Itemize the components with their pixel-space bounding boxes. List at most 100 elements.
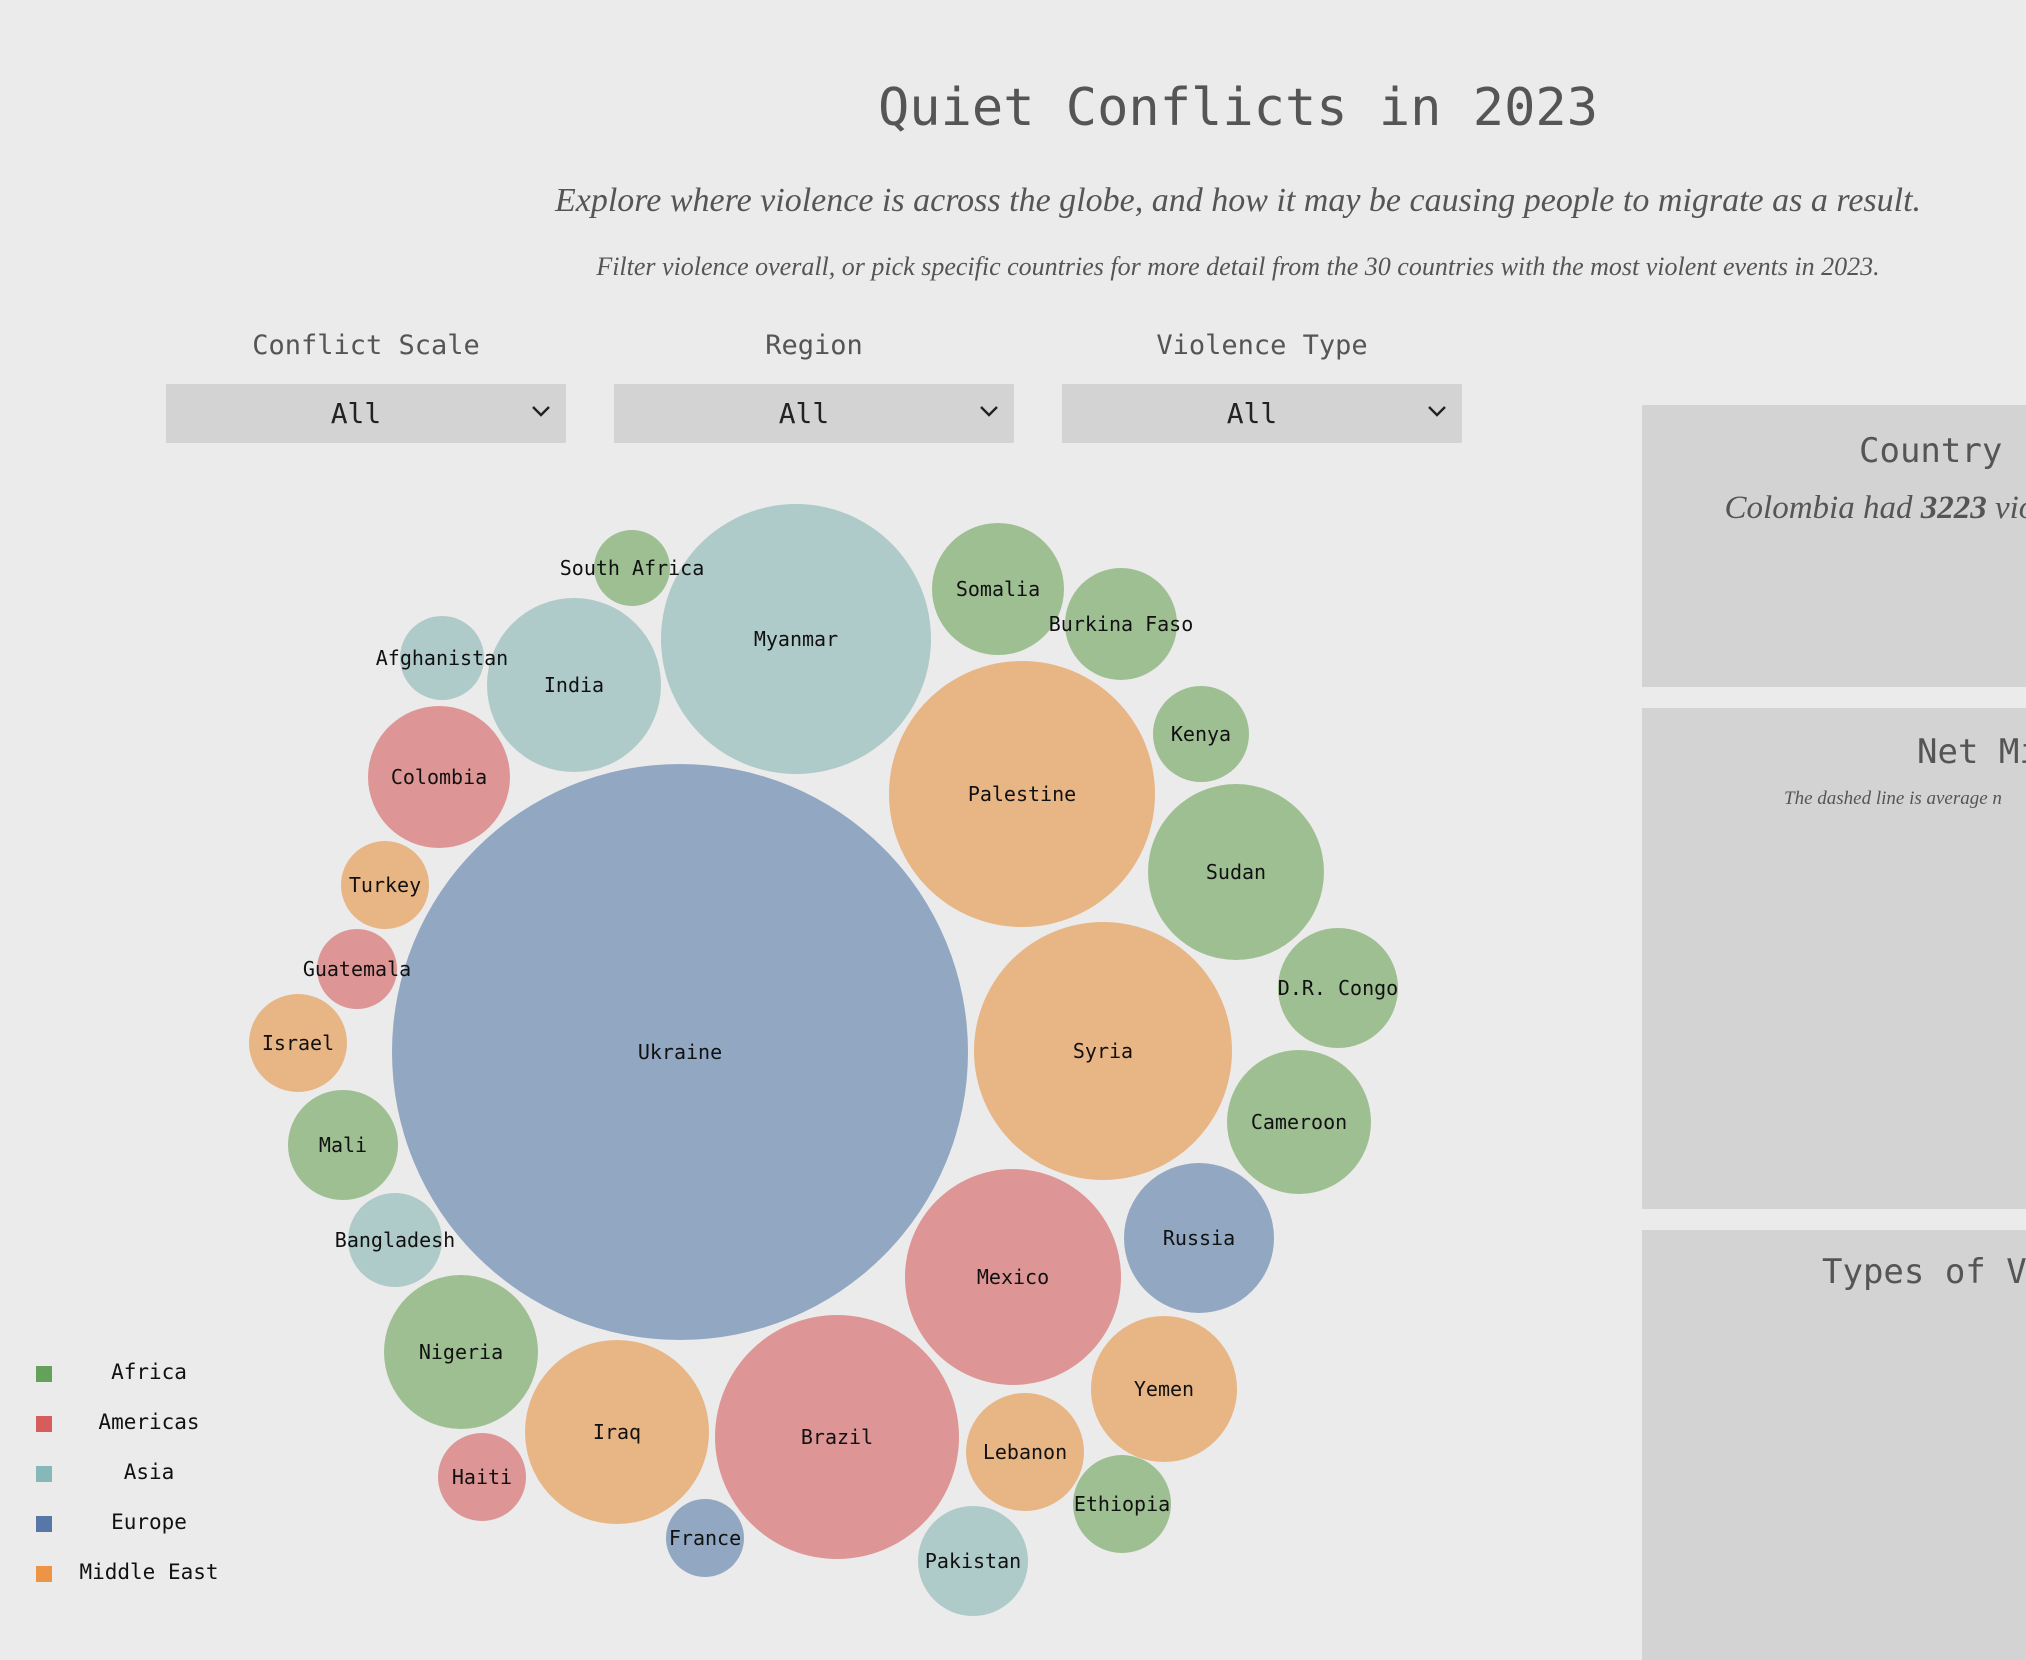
bubble-label-colombia: Colombia: [391, 765, 487, 789]
legend-label: Middle East: [79, 1560, 219, 1584]
bubble-ethiopia[interactable]: [1073, 1455, 1171, 1553]
bubble-cameroon[interactable]: [1227, 1050, 1371, 1194]
legend-swatch: [36, 1366, 52, 1382]
bubble-label-syria: Syria: [1073, 1039, 1133, 1063]
violence-type-select[interactable]: All: [1062, 384, 1462, 443]
violence-types-title: Types of Vi: [1822, 1252, 2026, 1292]
bubble-turkey[interactable]: [341, 841, 429, 929]
bubble-yemen[interactable]: [1091, 1316, 1237, 1462]
bubble-afghanistan[interactable]: [400, 616, 484, 700]
bubble-label-somalia: Somalia: [956, 577, 1040, 601]
conflict-scale-value: All: [330, 397, 382, 430]
country-info-text: Colombia had 3223 vio selec: [1724, 490, 2026, 526]
bubble-label-mali: Mali: [319, 1133, 367, 1157]
bubble-kenya[interactable]: [1153, 686, 1249, 782]
page-title: Quiet Conflicts in 2023: [877, 78, 1599, 138]
region-label: Region: [765, 330, 863, 361]
bubble-label-burkina-faso: Burkina Faso: [1049, 612, 1194, 636]
bubble-france[interactable]: [666, 1499, 744, 1577]
bubble-label-bangladesh: Bangladesh: [335, 1228, 455, 1252]
chevron-down-icon: [1428, 406, 1446, 417]
bubble-label-iraq: Iraq: [593, 1420, 641, 1444]
bubble-mali[interactable]: [288, 1090, 398, 1200]
legend-item[interactable]: Asia: [34, 1458, 254, 1508]
bubble-pakistan[interactable]: [918, 1506, 1028, 1616]
region-value: All: [778, 397, 830, 430]
bubble-ukraine[interactable]: [392, 764, 968, 1340]
bubble-south-africa[interactable]: [594, 530, 670, 606]
conflict-scale-label: Conflict Scale: [252, 330, 480, 361]
bubble-label-d-r-congo: D.R. Congo: [1278, 976, 1398, 1000]
bubble-india[interactable]: [487, 598, 661, 772]
bubble-label-lebanon: Lebanon: [983, 1440, 1067, 1464]
legend-label: Americas: [98, 1410, 200, 1434]
net-migration-note: The dashed line is average n: [1784, 788, 2002, 809]
legend-label: Africa: [111, 1360, 187, 1384]
bubble-nigeria[interactable]: [384, 1275, 538, 1429]
bubble-label-nigeria: Nigeria: [419, 1340, 503, 1364]
bubble-label-pakistan: Pakistan: [925, 1549, 1021, 1573]
legend-item[interactable]: Africa: [34, 1358, 254, 1408]
violence-type-label: Violence Type: [1156, 330, 1368, 361]
bubble-label-haiti: Haiti: [452, 1465, 512, 1489]
bubble-iraq[interactable]: [525, 1340, 709, 1524]
bubble-chart: Ukraine Myanmar Palestine Syria Brazil Mexico…: [249, 504, 1398, 1616]
bubble-label-france: France: [669, 1526, 741, 1550]
bubble-burkina-faso[interactable]: [1065, 568, 1177, 680]
bubble-label-south-africa: South Africa: [560, 556, 705, 580]
bubble-label-afghanistan: Afghanistan: [376, 646, 508, 670]
region-legend: Africa Americas Asia Europe Middle East: [34, 1358, 254, 1608]
bubble-sudan[interactable]: [1148, 784, 1324, 960]
country-info-title: Country I: [1859, 431, 2026, 471]
page-description: Filter violence overall, or pick specifi…: [596, 252, 1880, 281]
region-select[interactable]: All: [614, 384, 1014, 443]
bubble-label-brazil: Brazil: [801, 1425, 873, 1449]
legend-item[interactable]: Middle East: [34, 1558, 254, 1608]
bubble-bangladesh[interactable]: [348, 1193, 442, 1287]
bubble-label-palestine: Palestine: [968, 782, 1076, 806]
conflict-scale-filter: Conflict Scale All: [166, 330, 566, 443]
bubble-russia[interactable]: [1124, 1163, 1274, 1313]
bubble-brazil[interactable]: [715, 1315, 959, 1559]
violence-types-panel: Types of Vi: [1642, 1230, 2026, 1660]
net-migration-panel: Net Mi The dashed line is average n: [1642, 708, 2026, 1209]
legend-swatch: [36, 1466, 52, 1482]
bubble-label-guatemala: Guatemala: [303, 957, 411, 981]
bubble-mexico[interactable]: [905, 1169, 1121, 1385]
bubble-colombia[interactable]: [368, 706, 510, 848]
bubble-guatemala[interactable]: [317, 929, 397, 1009]
page-subtitle: Explore where violence is across the glo…: [554, 182, 1922, 219]
bubble-label-yemen: Yemen: [1134, 1377, 1194, 1401]
bubble-label-israel: Israel: [262, 1031, 334, 1055]
bubble-label-kenya: Kenya: [1171, 722, 1231, 746]
bubble-label-russia: Russia: [1163, 1226, 1235, 1250]
bubble-palestine[interactable]: [889, 661, 1155, 927]
legend-swatch: [36, 1416, 52, 1432]
bubble-syria[interactable]: [974, 922, 1232, 1180]
bubble-label-cameroon: Cameroon: [1251, 1110, 1347, 1134]
country-info-panel: Country I Colombia had 3223 vio selec: [1642, 405, 2026, 687]
bubble-label-mexico: Mexico: [977, 1265, 1049, 1289]
chevron-down-icon: [532, 406, 550, 417]
net-migration-title: Net Mi: [1917, 732, 2026, 772]
legend-label: Asia: [123, 1460, 175, 1484]
chevron-down-icon: [980, 406, 998, 417]
bubble-myanmar[interactable]: [661, 504, 931, 774]
legend-swatch: [36, 1516, 52, 1532]
bubble-lebanon[interactable]: [966, 1393, 1084, 1511]
bubble-label-india: India: [544, 673, 604, 697]
conflict-scale-select[interactable]: All: [166, 384, 566, 443]
bubble-israel[interactable]: [249, 994, 347, 1092]
bubble-somalia[interactable]: [932, 523, 1064, 655]
bubble-label-turkey: Turkey: [349, 873, 421, 897]
bubble-label-myanmar: Myanmar: [754, 627, 838, 651]
legend-item[interactable]: Europe: [34, 1508, 254, 1558]
legend-label: Europe: [111, 1510, 187, 1534]
bubble-label-ukraine: Ukraine: [638, 1040, 722, 1064]
legend-item[interactable]: Americas: [34, 1408, 254, 1458]
violence-type-filter: Violence Type All: [1062, 330, 1462, 443]
country-info-value: 3223: [1920, 490, 1987, 526]
bubble-label-sudan: Sudan: [1206, 860, 1266, 884]
bubble-d-r-congo[interactable]: [1278, 928, 1398, 1048]
bubble-haiti[interactable]: [438, 1433, 526, 1521]
